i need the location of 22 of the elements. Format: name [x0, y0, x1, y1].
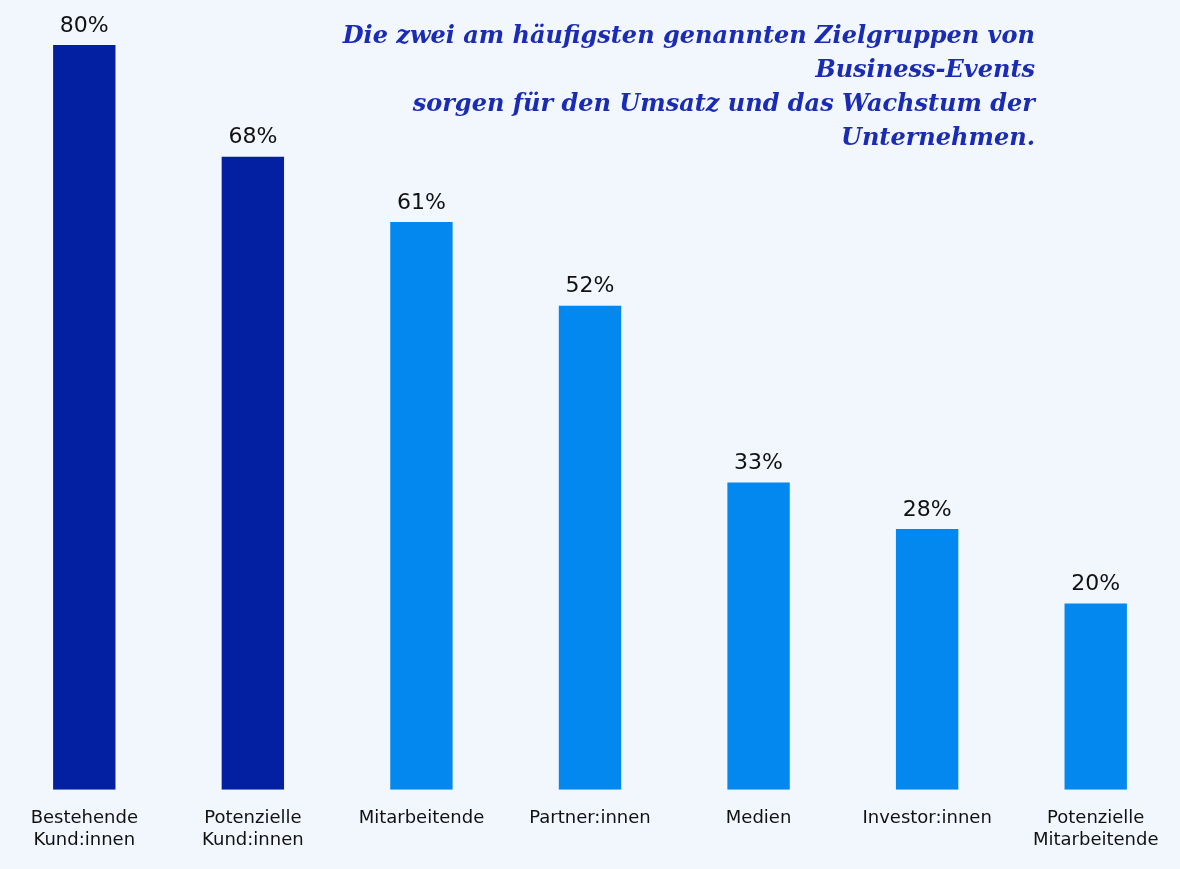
- data-label: 68%: [228, 123, 278, 149]
- data-label: 33%: [734, 449, 784, 475]
- data-label: 61%: [396, 188, 446, 214]
- bar: [390, 221, 453, 790]
- data-label: 52%: [565, 272, 615, 298]
- x-tick-label: Mitarbeitende: [358, 806, 485, 828]
- x-tick-label: Investor:innen: [862, 806, 992, 828]
- x-tick-label: Bestehende Kund:innen: [30, 806, 138, 849]
- bar: [727, 482, 790, 790]
- annotation: Die zwei am häufigsten genannten Zielgruppen von Business-Events sorgen für den Umsatz und das Wachstum der Unternehmen.: [342, 20, 1035, 151]
- bar: [53, 45, 116, 790]
- data-label: 20%: [1071, 570, 1121, 596]
- data-label: 28%: [902, 495, 952, 521]
- x-tick-label: Medien: [725, 806, 792, 828]
- bar: [221, 156, 285, 790]
- x-tick-label: Potenzielle Kund:innen: [202, 806, 304, 849]
- x-tick-label: Partner:innen: [529, 806, 651, 828]
- data-label: 80%: [59, 11, 109, 37]
- bar: [558, 305, 622, 790]
- bar: [1064, 603, 1127, 790]
- bar: [895, 529, 959, 790]
- x-tick-label: Potenzielle Mitarbeitende: [1032, 806, 1159, 849]
